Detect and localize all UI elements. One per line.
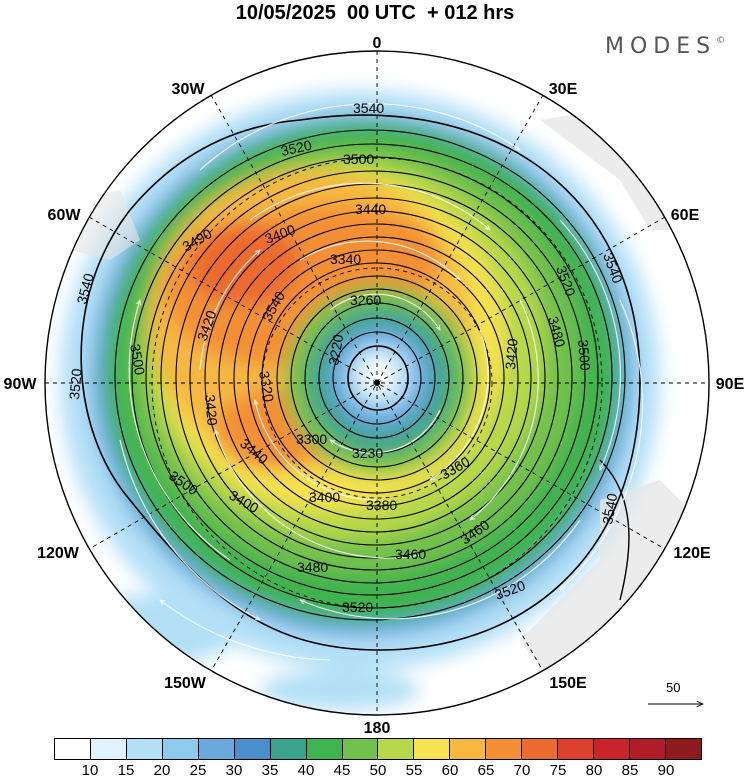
lon-label-120e: 120E <box>673 545 711 562</box>
colorbar-tick-label: 45 <box>333 762 351 779</box>
map-boundary <box>44 50 710 716</box>
contour-label: 3500 <box>575 339 594 372</box>
colorbar-cell <box>270 739 307 759</box>
colorbar-cell <box>665 739 701 759</box>
colorbar-tick-label: 80 <box>585 762 603 779</box>
colorbar-tick-label: 20 <box>153 762 171 779</box>
contour-label: 3300 <box>296 431 327 447</box>
lon-label-180: 180 <box>364 720 391 737</box>
lon-label-90w: 90W <box>4 376 38 393</box>
colorbar <box>54 738 702 760</box>
colorbar-tick-label: 15 <box>117 762 135 779</box>
contour-label: 3520 <box>342 599 373 615</box>
pole-marker <box>374 380 380 386</box>
reference-vector-value: 50 <box>666 680 681 695</box>
streamlines <box>119 103 644 661</box>
brand-mark: © <box>716 36 726 46</box>
contour-label: 3480 <box>545 315 569 349</box>
contour-label: 3420 <box>202 394 221 427</box>
colorbar-cell <box>342 739 379 759</box>
colorbar-tick-label: 35 <box>261 762 279 779</box>
colorbar-cell <box>486 739 523 759</box>
contour-label: 3460 <box>395 546 426 562</box>
contour-label: 3520 <box>279 137 313 159</box>
contour-label: 3540 <box>599 492 620 526</box>
lon-label-60w: 60W <box>48 207 82 224</box>
colorbar-tick-label: 25 <box>189 762 207 779</box>
brand-logo: MODES© <box>605 34 725 59</box>
colorbar-tick-label: 55 <box>405 762 423 779</box>
contour-label: 3420 <box>502 338 521 371</box>
contour-label: 3500 <box>343 151 374 167</box>
contour-label: 3440 <box>355 201 386 217</box>
colorbar-cell <box>414 739 451 759</box>
colorbar-tick-label: 50 <box>369 762 387 779</box>
brand-text: MODES <box>605 34 717 59</box>
colorbar-tick-label: 30 <box>225 762 243 779</box>
contour-label: 3320 <box>256 370 277 404</box>
colorbar-tick-label: 10 <box>81 762 99 779</box>
colorbar-cell <box>162 739 199 759</box>
contour-label: 3380 <box>366 497 397 513</box>
contour-label: 3260 <box>350 292 381 308</box>
contour-label: 3520 <box>66 368 85 401</box>
reference-arrow <box>648 680 708 720</box>
colorbar-ticks: 10 15 20 25 30 35 40 45 50 55 60 65 70 75 80 85 90 <box>54 762 702 780</box>
contour-label: 3400 <box>309 489 340 505</box>
colorbar-cell <box>450 739 487 759</box>
colorbar-tick-label: 70 <box>513 762 531 779</box>
contour-label: 3340 <box>330 251 361 267</box>
lon-label-150w: 150W <box>164 675 207 692</box>
colorbar-cell <box>630 739 666 759</box>
colorbar-tick-label: 85 <box>621 762 639 779</box>
colorbar-cell <box>306 739 343 759</box>
contour-label: 3540 <box>73 271 97 305</box>
colorbar-cell <box>234 739 271 759</box>
colorbar-cell <box>378 739 415 759</box>
colorbar-cell <box>522 739 559 759</box>
longitude-labels: 0 30E 60E 90E 120E 150E 180 150W 120W 90… <box>4 35 745 737</box>
lon-label-30w: 30W <box>172 81 206 98</box>
contour-label: 3220 <box>325 333 346 367</box>
lon-label-90e: 90E <box>716 376 745 393</box>
colorbar-cell <box>55 739 91 759</box>
lon-label-150e: 150E <box>549 675 587 692</box>
map-title: 10/05/2025 00 UTC + 012 hrs <box>235 2 515 24</box>
lon-label-30e: 30E <box>549 81 578 98</box>
contour-label: 3480 <box>297 559 328 575</box>
colorbar-tick-label: 65 <box>477 762 495 779</box>
reference-vector: 50 <box>648 680 708 720</box>
contour-label: 3230 <box>352 445 383 461</box>
contour-label: 3500 <box>127 343 148 377</box>
colorbar-tick-label: 40 <box>297 762 315 779</box>
colorbar-tick-label: 75 <box>549 762 567 779</box>
lon-label-0: 0 <box>373 35 382 52</box>
contour-label: 3540 <box>353 100 384 116</box>
colorbar-cell <box>594 739 630 759</box>
colorbar-cell <box>126 739 163 759</box>
contour-labels: 3540 3520 3500 3520 3440 3490 3400 3340 … <box>66 100 626 615</box>
colorbar-tick-label: 90 <box>657 762 675 779</box>
colorbar-cell <box>90 739 127 759</box>
lon-label-60e: 60E <box>671 207 700 224</box>
colorbar-tick-label: 60 <box>441 762 459 779</box>
lon-label-120w: 120W <box>37 545 80 562</box>
colorbar-cell <box>198 739 235 759</box>
colorbar-cell <box>558 739 595 759</box>
